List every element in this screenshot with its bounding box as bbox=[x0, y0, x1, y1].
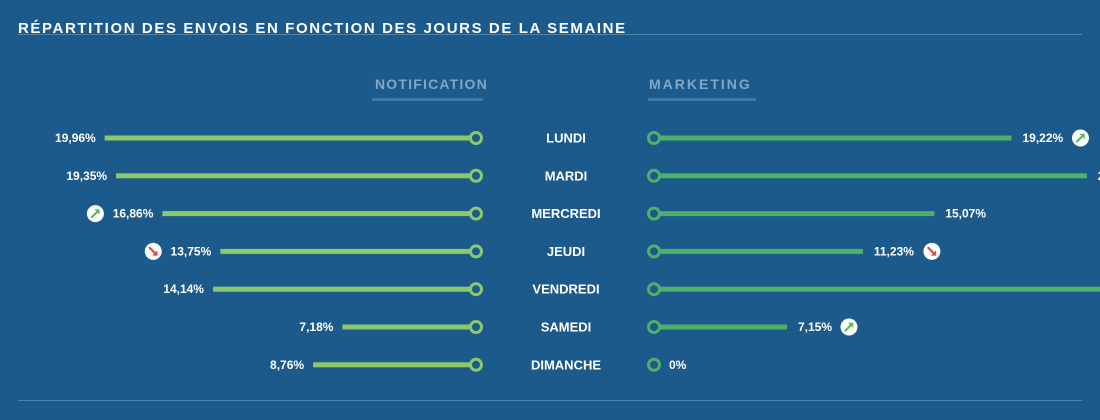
marketing-bar-endpoint bbox=[647, 282, 661, 297]
marketing-value-label: 19,22% bbox=[1022, 131, 1063, 145]
notification-bar-endpoint bbox=[469, 206, 483, 221]
notification-bar-endpoint bbox=[469, 320, 483, 334]
marketing-value-label: 0% bbox=[669, 358, 687, 372]
marketing-header: MARKETING bbox=[649, 76, 752, 92]
notification-header-underline bbox=[372, 98, 483, 101]
notification-bar bbox=[116, 173, 476, 179]
notification-bar bbox=[104, 135, 476, 141]
category-label: MERCREDI bbox=[531, 206, 600, 221]
category-label: JEUDI bbox=[547, 244, 585, 259]
bottom-divider bbox=[18, 400, 1082, 401]
notification-header: NOTIFICATION bbox=[375, 76, 488, 92]
marketing-bar-endpoint bbox=[647, 131, 661, 145]
marketing-bar bbox=[654, 286, 1100, 292]
marketing-bar-endpoint bbox=[647, 206, 661, 221]
marketing-value-label: 23,27% bbox=[1098, 169, 1100, 183]
notification-bar bbox=[342, 324, 476, 330]
notification-value-label: 8,76% bbox=[270, 358, 304, 372]
notification-value-label: 14,14% bbox=[163, 282, 204, 296]
marketing-bar bbox=[654, 324, 787, 330]
marketing-bar-endpoint bbox=[647, 244, 661, 259]
notification-bar-endpoint bbox=[469, 357, 483, 372]
marketing-value-label: 15,07% bbox=[945, 207, 986, 221]
category-label: SAMEDI bbox=[541, 320, 592, 335]
category-label: DIMANCHE bbox=[531, 357, 601, 372]
arrow-down-right-icon bbox=[148, 246, 158, 256]
notification-value-label: 16,86% bbox=[113, 207, 154, 221]
notification-value-label: 19,35% bbox=[66, 169, 107, 183]
marketing-value-label: 11,23% bbox=[874, 244, 914, 258]
notification-bar bbox=[220, 248, 476, 254]
marketing-value-label: 7,15% bbox=[798, 320, 832, 334]
marketing-header-underline bbox=[648, 98, 756, 101]
arrow-up-right-icon bbox=[1075, 133, 1085, 143]
notification-bar-endpoint bbox=[469, 131, 483, 145]
marketing-bar bbox=[654, 135, 1012, 141]
notification-bar-endpoint bbox=[469, 168, 483, 183]
notification-value-label: 19,96% bbox=[55, 131, 96, 145]
arrow-up-right-icon bbox=[844, 322, 854, 332]
title-divider bbox=[18, 34, 1082, 35]
marketing-bar-endpoint bbox=[647, 357, 661, 372]
notification-bar bbox=[162, 211, 477, 217]
notification-bar bbox=[313, 362, 476, 368]
notification-value-label: 13,75% bbox=[171, 244, 212, 258]
notification-bar-endpoint bbox=[469, 282, 483, 297]
notification-bar bbox=[212, 286, 476, 292]
marketing-bar bbox=[654, 248, 863, 254]
notification-value-label: 7,18% bbox=[299, 320, 333, 334]
marketing-bar-endpoint bbox=[647, 320, 661, 334]
category-label: MARDI bbox=[545, 168, 588, 183]
marketing-bar-endpoint bbox=[647, 168, 661, 183]
arrow-up-right-icon bbox=[90, 209, 100, 219]
marketing-bar bbox=[654, 211, 935, 217]
category-label: LUNDI bbox=[546, 131, 586, 146]
chart-title: RÉPARTITION DES ENVOIS EN FONCTION DES J… bbox=[18, 20, 627, 37]
notification-bar-endpoint bbox=[469, 244, 483, 259]
category-label: VENDREDI bbox=[532, 282, 599, 297]
marketing-bar bbox=[654, 173, 1087, 179]
